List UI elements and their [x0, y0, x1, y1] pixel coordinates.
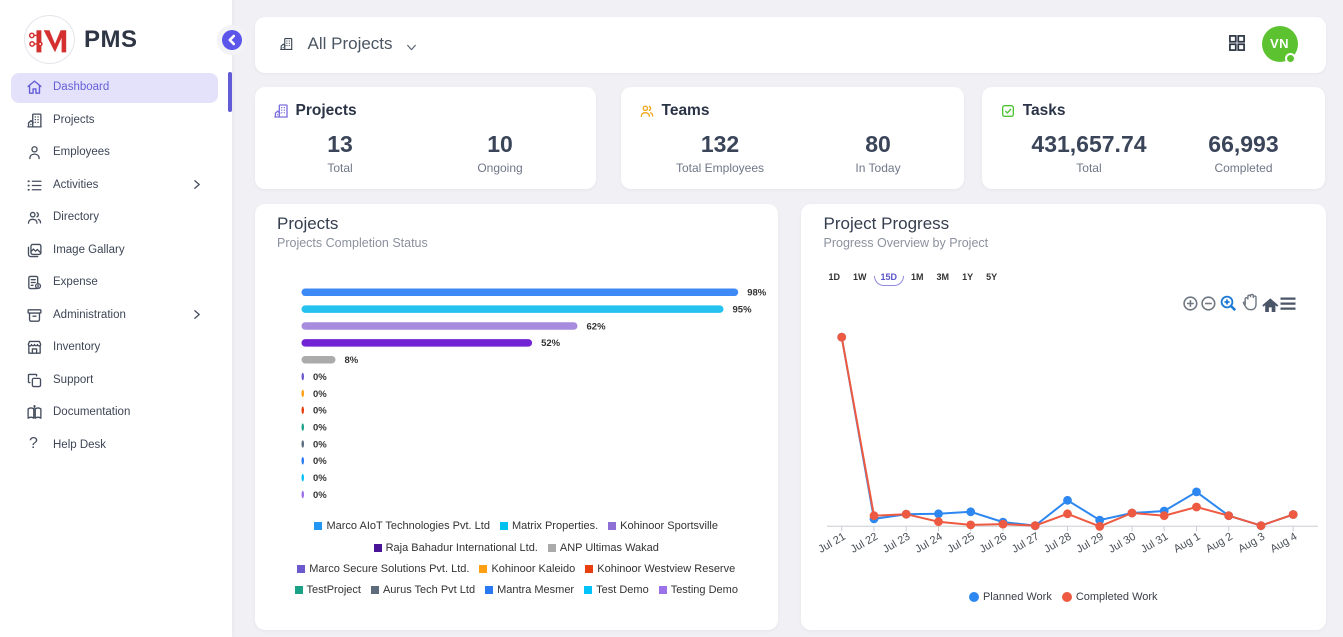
svg-text:98%: 98%: [747, 287, 767, 298]
svg-text:0%: 0%: [313, 473, 327, 484]
svg-text:0%: 0%: [313, 439, 327, 450]
svg-text:Aug 2: Aug 2: [1204, 530, 1235, 555]
svg-text:Jul 30: Jul 30: [1107, 530, 1138, 555]
svg-text:95%: 95%: [732, 304, 752, 315]
svg-text:Jul 29: Jul 29: [1074, 530, 1105, 555]
svg-text:Aug 4: Aug 4: [1268, 530, 1299, 555]
svg-text:0%: 0%: [313, 388, 327, 399]
svg-text:0%: 0%: [313, 422, 327, 433]
svg-text:Jul 21: Jul 21: [816, 530, 847, 555]
svg-text:Jul 31: Jul 31: [1139, 530, 1170, 555]
svg-text:0%: 0%: [313, 372, 327, 383]
svg-text:Jul 24: Jul 24: [913, 530, 944, 555]
svg-text:8%: 8%: [344, 355, 358, 366]
svg-text:Jul 28: Jul 28: [1042, 530, 1073, 555]
svg-text:Jul 26: Jul 26: [978, 530, 1009, 555]
svg-text:Jul 27: Jul 27: [1010, 530, 1041, 555]
svg-text:0%: 0%: [313, 456, 327, 467]
svg-text:Jul 23: Jul 23: [881, 530, 912, 555]
svg-text:0%: 0%: [313, 489, 327, 500]
svg-text:Jul 25: Jul 25: [945, 530, 976, 555]
svg-text:Jul 22: Jul 22: [849, 530, 880, 555]
svg-text:Aug 1: Aug 1: [1172, 530, 1203, 555]
svg-text:62%: 62%: [586, 321, 606, 332]
svg-text:0%: 0%: [313, 405, 327, 416]
svg-text:Aug 3: Aug 3: [1236, 530, 1267, 555]
svg-text:52%: 52%: [541, 338, 561, 349]
